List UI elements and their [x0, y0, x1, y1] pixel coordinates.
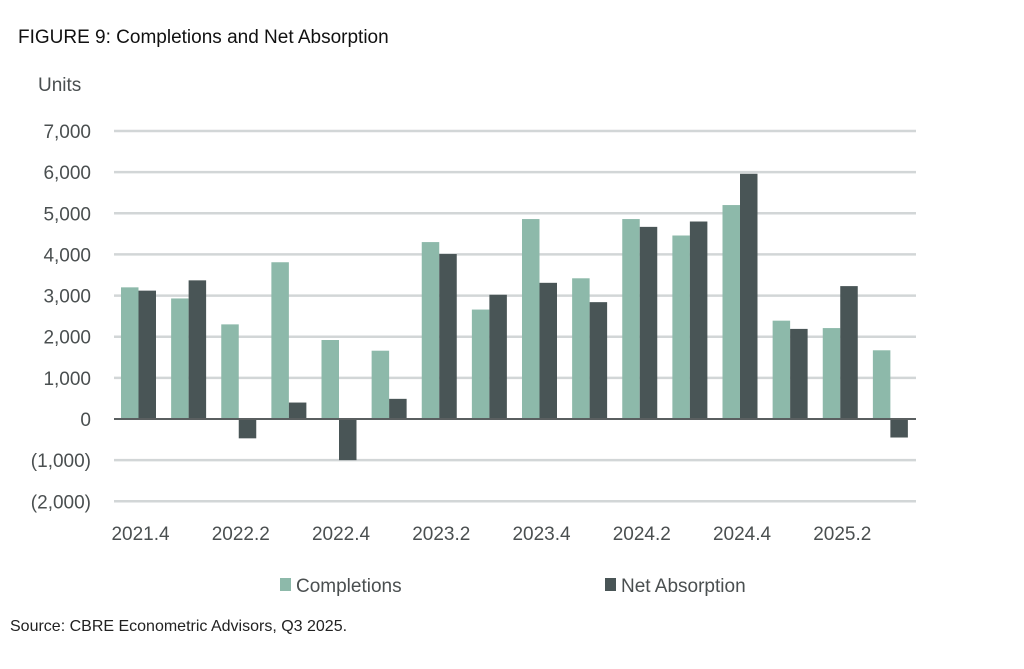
net-absorption-bar	[238, 419, 257, 439]
completions-bar	[572, 278, 590, 419]
net-absorption-bar	[138, 290, 156, 419]
net-absorption-bar	[890, 419, 908, 438]
legend-label-net-absorption: Net Absorption	[621, 576, 746, 597]
completions-bar	[772, 320, 791, 419]
source-note: Source: CBRE Econometric Advisors, Q3 20…	[10, 618, 348, 635]
net-absorption-bar	[689, 221, 708, 419]
y-tick-label: (1,000)	[31, 451, 91, 472]
completions-bar	[421, 242, 440, 419]
completions-bar	[171, 298, 189, 419]
net-absorption-bar	[489, 294, 507, 419]
completions-bar	[371, 350, 390, 419]
net-absorption-bar	[639, 226, 658, 419]
x-tick-label: 2022.4	[312, 524, 371, 545]
completions-bar	[722, 205, 740, 419]
completions-bar	[522, 219, 540, 419]
chart-title: FIGURE 9: Completions and Net Absorption	[18, 27, 389, 48]
completions-bar	[121, 287, 139, 419]
y-tick-label: 5,000	[43, 204, 91, 225]
completions-bar	[471, 309, 490, 419]
completions-bar	[321, 340, 339, 419]
net-absorption-bar	[740, 173, 758, 419]
x-tick-label: 2024.2	[613, 524, 671, 545]
net-absorption-bar	[790, 328, 808, 419]
y-tick-label: 7,000	[43, 122, 91, 143]
net-absorption-bar	[439, 254, 457, 419]
y-tick-label: 0	[80, 410, 91, 431]
net-absorption-bar	[288, 402, 307, 419]
completions-bar	[221, 324, 239, 419]
net-absorption-bar	[589, 302, 608, 419]
x-tick-label: 2022.2	[212, 524, 270, 545]
x-tick-label: 2025.2	[813, 524, 871, 545]
completions-bar	[672, 235, 690, 419]
y-tick-label: 4,000	[43, 245, 91, 266]
completions-bar	[622, 219, 640, 419]
net-absorption-bar	[539, 282, 557, 419]
net-absorption-bar	[188, 280, 207, 419]
y-tick-label: 2,000	[43, 328, 91, 349]
net-absorption-bar	[840, 286, 858, 419]
x-tick-label: 2021.4	[111, 524, 170, 545]
y-tick-label: 1,000	[43, 369, 91, 390]
y-tick-label: 6,000	[43, 163, 91, 184]
x-tick-label: 2023.2	[412, 524, 470, 545]
y-axis-label: Units	[38, 75, 82, 96]
net-absorption-bar	[339, 419, 357, 461]
completions-bar	[271, 262, 289, 419]
completions-bar	[872, 350, 891, 419]
y-tick-label: (2,000)	[31, 492, 91, 513]
y-tick-label: 3,000	[43, 287, 91, 308]
completions-bar	[822, 328, 841, 419]
legend-label-completions: Completions	[296, 576, 402, 597]
x-tick-label: 2023.4	[512, 524, 571, 545]
net-absorption-bar	[389, 398, 407, 419]
legend-swatch-completions	[280, 578, 291, 591]
x-tick-label: 2024.4	[713, 524, 772, 545]
legend-swatch-net-absorption	[605, 578, 616, 591]
